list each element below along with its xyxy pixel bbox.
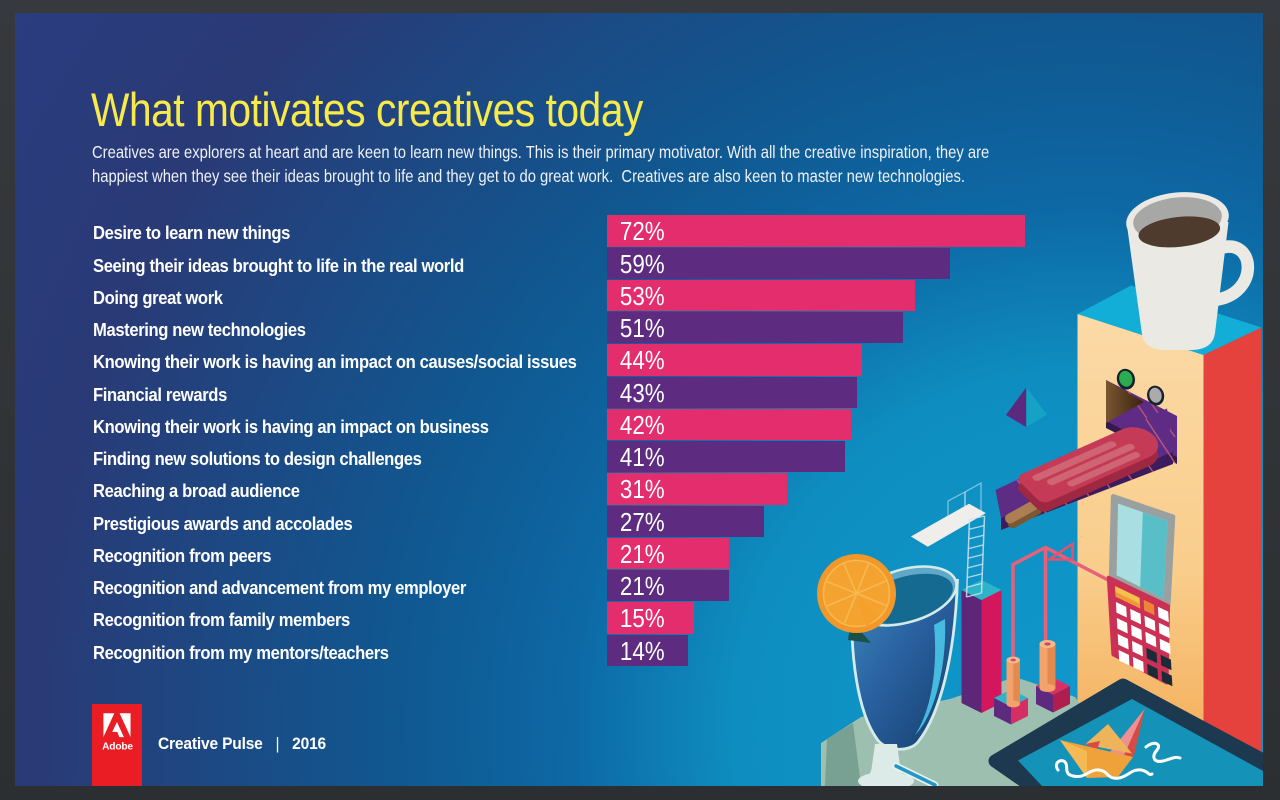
svg-text:Adobe: Adobe <box>102 742 133 753</box>
